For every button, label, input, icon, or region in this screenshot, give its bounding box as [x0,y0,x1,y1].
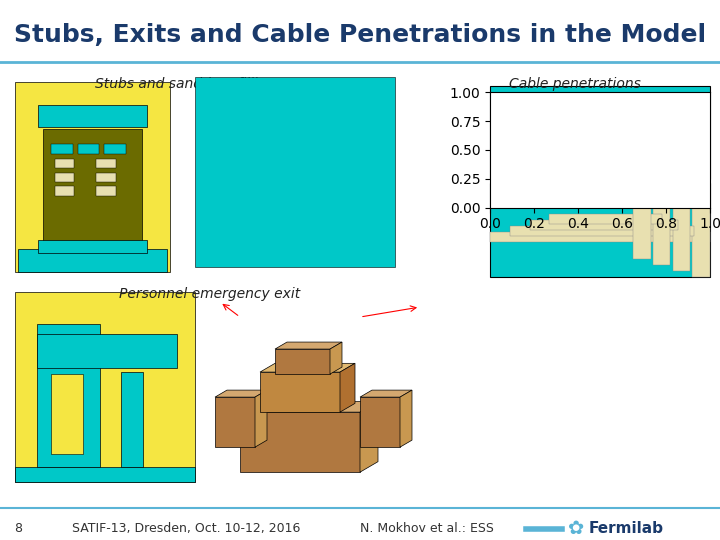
Text: Fermilab: Fermilab [589,521,664,536]
Bar [653,191,670,265]
Bar [38,105,147,127]
Circle shape [655,154,686,185]
Bar [195,77,395,267]
Circle shape [655,117,686,148]
Polygon shape [360,402,378,472]
Bar [43,130,142,244]
Bar [37,325,99,467]
Circle shape [655,99,686,130]
Text: Stubs, Exits and Cable Penetrations in the Model: Stubs, Exits and Cable Penetrations in t… [14,23,706,46]
Bar [104,144,126,154]
Polygon shape [360,390,412,397]
Circle shape [585,154,616,185]
Circle shape [655,136,686,166]
Polygon shape [255,390,267,447]
Text: SATIF-13, Dresden, Oct. 10-12, 2016: SATIF-13, Dresden, Oct. 10-12, 2016 [72,522,300,535]
Polygon shape [330,342,342,374]
Bar [18,249,167,272]
Bar [490,86,710,179]
Bar [215,397,255,447]
Polygon shape [240,402,378,412]
Bar [238,118,352,226]
Bar [37,334,177,368]
Text: Cable penetrations: Cable penetrations [509,77,641,91]
Polygon shape [260,363,355,372]
Circle shape [585,136,616,166]
Bar [260,372,340,412]
Bar [55,159,74,168]
Bar [78,144,99,154]
Bar [15,292,195,482]
Text: N. Mokhov et al.: ESS: N. Mokhov et al.: ESS [360,522,494,535]
Bar [360,397,400,447]
Bar [121,372,143,467]
Bar [633,195,651,259]
Text: ✿: ✿ [568,519,584,538]
Bar [490,183,710,277]
Bar [96,186,116,195]
Bar [240,412,360,472]
Bar [281,158,310,185]
Bar [15,467,195,482]
Bar [96,173,116,182]
Bar [224,104,366,240]
Bar [490,232,710,242]
Bar [549,214,662,224]
Text: Stubs and sand-bag filling: Stubs and sand-bag filling [95,77,275,91]
Circle shape [514,136,545,166]
Bar [38,240,147,253]
Text: 8: 8 [14,522,22,535]
Bar [510,226,694,236]
Bar [51,374,84,454]
Bar [51,144,73,154]
Bar [96,159,116,168]
Polygon shape [400,390,412,447]
Bar [530,220,678,230]
Text: Personnel emergency exit: Personnel emergency exit [120,287,301,301]
Bar [266,145,323,199]
Bar [693,183,710,277]
Circle shape [585,117,616,148]
Bar [15,82,170,272]
Bar [275,349,330,374]
Polygon shape [215,390,267,397]
Circle shape [585,99,616,130]
Circle shape [514,154,545,185]
Bar [672,187,690,271]
Bar [55,186,74,195]
Circle shape [514,99,545,130]
Polygon shape [340,363,355,412]
Bar [55,173,74,182]
Polygon shape [275,342,342,349]
Bar [252,131,338,213]
Bar [210,90,381,253]
Circle shape [514,117,545,148]
